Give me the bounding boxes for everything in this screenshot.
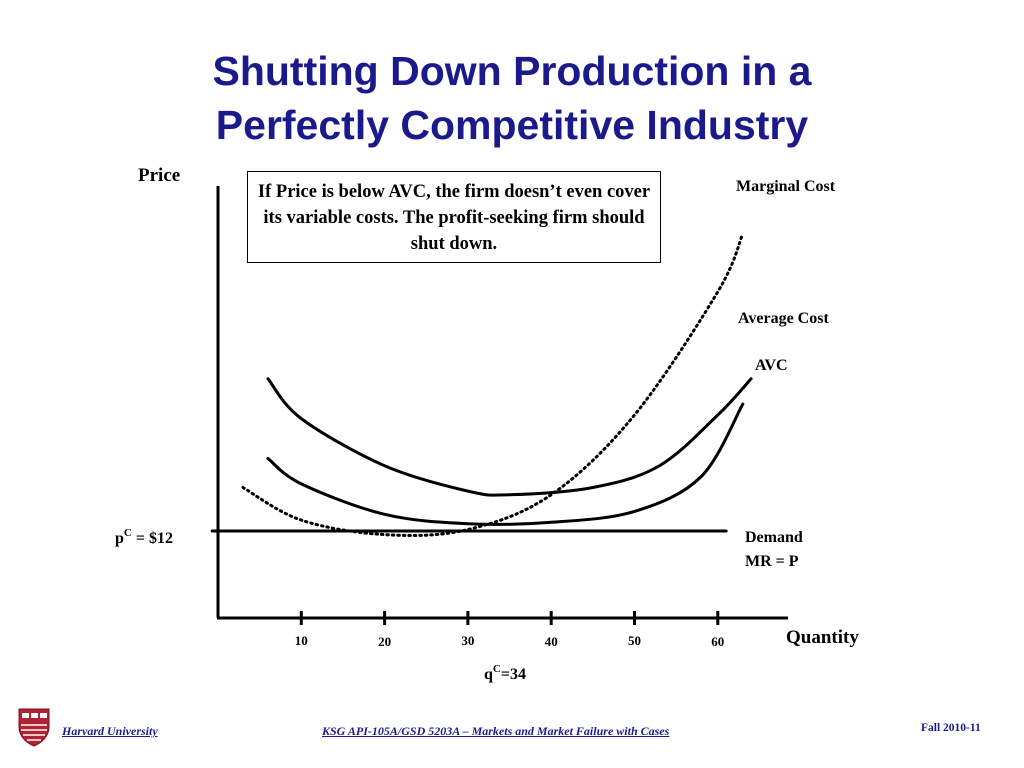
curves bbox=[210, 232, 753, 537]
label-marginal-cost: Marginal Cost bbox=[736, 178, 836, 195]
price-marker-label: pC = $12 bbox=[115, 527, 173, 547]
x-tick-label-10: 10 bbox=[295, 633, 308, 648]
quantity-marker-label: qC=34 bbox=[484, 663, 526, 683]
price-marker-main: p bbox=[115, 530, 124, 547]
x-tick-label-60: 60 bbox=[711, 634, 724, 649]
quantity-marker-main: q bbox=[484, 666, 493, 683]
label-mr-p: MR = P bbox=[745, 553, 799, 570]
x-tick-label-50: 50 bbox=[628, 633, 641, 648]
slide-title: Shutting Down Production in a Perfectly … bbox=[0, 44, 1024, 152]
avc-curve bbox=[266, 402, 745, 526]
average-cost-curve bbox=[266, 377, 753, 497]
label-demand: Demand bbox=[745, 529, 803, 546]
y-axis-title: Price bbox=[138, 165, 180, 186]
price-marker-sup: C bbox=[124, 527, 132, 539]
quantity-marker-sup: C bbox=[493, 663, 501, 675]
marginal-cost-curve bbox=[241, 232, 745, 537]
price-marker-rest: = $12 bbox=[132, 530, 173, 547]
footer-term: Fall 2010-11 bbox=[921, 722, 981, 734]
x-ticks: 10 20 30 40 50 60 bbox=[295, 611, 724, 649]
x-tick-label-40: 40 bbox=[545, 634, 558, 649]
quantity-marker-rest: =34 bbox=[501, 666, 526, 683]
shutdown-callout: If Price is below AVC, the firm doesn’t … bbox=[247, 171, 661, 263]
x-axis-title: Quantity bbox=[786, 627, 859, 648]
footer-institution: Harvard University bbox=[62, 724, 158, 738]
footer-course: KSG API-105A/GSD 5203A – Markets and Mar… bbox=[322, 724, 670, 738]
title-line-2: Perfectly Competitive Industry bbox=[215, 102, 809, 148]
x-tick-label-20: 20 bbox=[378, 634, 391, 649]
label-avc: AVC bbox=[755, 357, 788, 374]
harvard-shield-icon bbox=[18, 708, 50, 747]
label-average-cost: Average Cost bbox=[738, 310, 829, 327]
x-tick-label-30: 30 bbox=[461, 633, 474, 648]
title-line-1: Shutting Down Production in a bbox=[212, 48, 812, 94]
